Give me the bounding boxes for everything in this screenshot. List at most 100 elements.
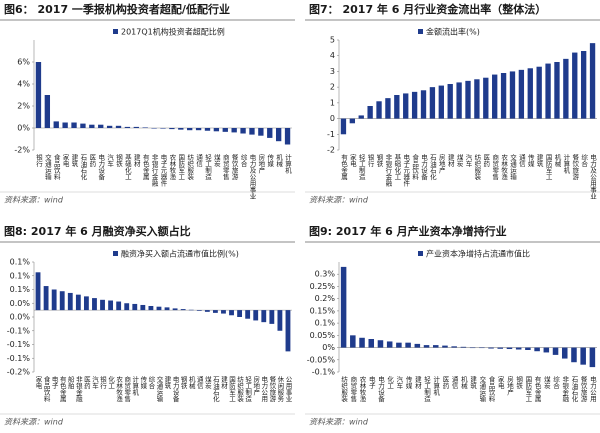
chart-title: 图8: 2017 年 6 月融资净买入额占比	[4, 224, 191, 238]
bar	[385, 98, 391, 119]
bar	[151, 128, 157, 129]
x-tick-label: 电力设备	[171, 375, 179, 404]
x-tick-label: 房地产	[257, 153, 265, 175]
x-tick-label: 商贸零售	[349, 375, 357, 404]
y-tick-label: -0.2%	[7, 368, 31, 377]
x-tick-label: 化工	[107, 375, 115, 390]
x-tick-label: 非银金融	[74, 375, 82, 404]
x-tick-label: 计算机	[432, 375, 440, 397]
bar	[367, 106, 373, 119]
x-tick-label: 电力设备	[376, 375, 384, 404]
bar	[405, 342, 411, 348]
bar	[187, 128, 193, 131]
x-tick-label: 电力及公用事业	[248, 153, 256, 200]
bar	[572, 52, 578, 119]
x-tick-label: 商贸零售	[123, 375, 131, 404]
y-tick-label: 0.0%	[10, 299, 31, 308]
x-tick-label: 煤炭	[212, 153, 220, 169]
y-tick-label: 2%	[17, 102, 30, 111]
source: 资料来源：wind	[309, 418, 369, 427]
x-tick-label: 有色金属	[339, 153, 347, 182]
x-tick-label: 电力公用	[260, 375, 268, 404]
bar	[536, 66, 542, 119]
bar	[229, 310, 234, 316]
x-tick-label: 有色金属	[141, 153, 149, 182]
chart-title: 图6： 2017 一季报机构投资者超配/低配行业	[4, 2, 230, 16]
x-tick-label: 轻工制造	[357, 153, 365, 182]
bar	[543, 347, 550, 353]
bar	[67, 292, 73, 311]
x-tick-label: 食品饮料	[411, 153, 419, 182]
bar	[204, 128, 211, 131]
bar	[492, 74, 498, 119]
bar	[44, 95, 51, 128]
x-tick-label: 银行	[34, 153, 42, 169]
y-tick-label: 0.0%	[10, 313, 31, 322]
x-tick-label: 综合	[147, 375, 155, 391]
y-tick-label: 0.25%	[310, 282, 336, 291]
source: 资料来源：wind	[4, 196, 64, 205]
bar	[500, 73, 507, 119]
bar	[133, 126, 139, 128]
bar	[411, 91, 418, 119]
x-tick-label: 房地产	[505, 375, 513, 397]
x-tick-label: 电子元器件	[159, 153, 167, 188]
x-tick-label: 钢铁	[179, 376, 187, 391]
bar	[518, 69, 525, 119]
x-tick-label: 煤炭	[203, 375, 211, 391]
bar	[469, 347, 476, 349]
bar	[116, 301, 122, 311]
bar	[35, 62, 42, 128]
bar	[483, 77, 489, 119]
x-tick-label: 机械	[553, 153, 561, 169]
bar	[221, 310, 226, 314]
y-tick-label: 0%	[322, 343, 335, 352]
x-tick-label: 轻工制造	[203, 153, 211, 182]
x-tick-label: 纺织服装	[340, 375, 348, 404]
x-tick-label: 家电	[348, 153, 356, 168]
x-tick-label: 商贸零售	[221, 153, 229, 182]
x-tick-label: 有色金属	[58, 375, 66, 404]
x-tick-label: 建筑	[469, 375, 477, 391]
y-tick-label: 5	[330, 36, 335, 45]
bar	[423, 345, 430, 348]
x-tick-label: 餐饮旅游	[579, 375, 587, 404]
x-tick-label: 医药	[482, 154, 490, 169]
source: 资料来源：wind	[309, 196, 369, 205]
bar	[132, 303, 138, 311]
bar	[98, 124, 104, 128]
x-tick-label: 传媒	[404, 375, 412, 391]
x-tick-label: 纺织服装	[186, 153, 194, 182]
x-tick-label: 综合	[239, 153, 247, 169]
x-tick-label: 钢铁	[515, 376, 523, 391]
bar	[75, 294, 81, 311]
x-tick-label: 医药	[441, 376, 449, 391]
bar	[350, 335, 356, 348]
x-tick-label: 非银金融	[561, 375, 569, 404]
bar	[237, 310, 243, 317]
bar	[284, 128, 291, 145]
x-tick-label: 食品饮料	[52, 153, 60, 182]
bar	[100, 299, 105, 311]
bar	[349, 118, 356, 124]
x-tick-label: 建筑	[535, 153, 543, 169]
x-tick-label: 汽车	[395, 375, 403, 391]
x-tick-label: 计算机	[284, 153, 292, 175]
bar	[212, 310, 218, 313]
legend-label: 产业资本净增持占流通市值比	[426, 249, 530, 259]
bar	[249, 128, 255, 135]
x-tick-label: 石油石化	[428, 154, 436, 182]
y-tick-label: 0.1%	[10, 285, 31, 294]
y-tick-label: 4%	[17, 80, 30, 89]
source: 资料来源：wind	[4, 418, 64, 427]
bar	[438, 85, 444, 119]
x-tick-label: 建材	[446, 153, 454, 168]
bar	[140, 304, 146, 311]
chart-title: 图7： 2017 年 6 月行业资金流出率（整体法）	[309, 2, 546, 16]
x-tick-label: 食品饮料	[487, 375, 495, 404]
legend-swatch	[113, 251, 118, 256]
bar	[89, 124, 95, 128]
x-tick-label: 通信	[195, 153, 203, 169]
x-tick-label: 机械	[459, 375, 467, 391]
